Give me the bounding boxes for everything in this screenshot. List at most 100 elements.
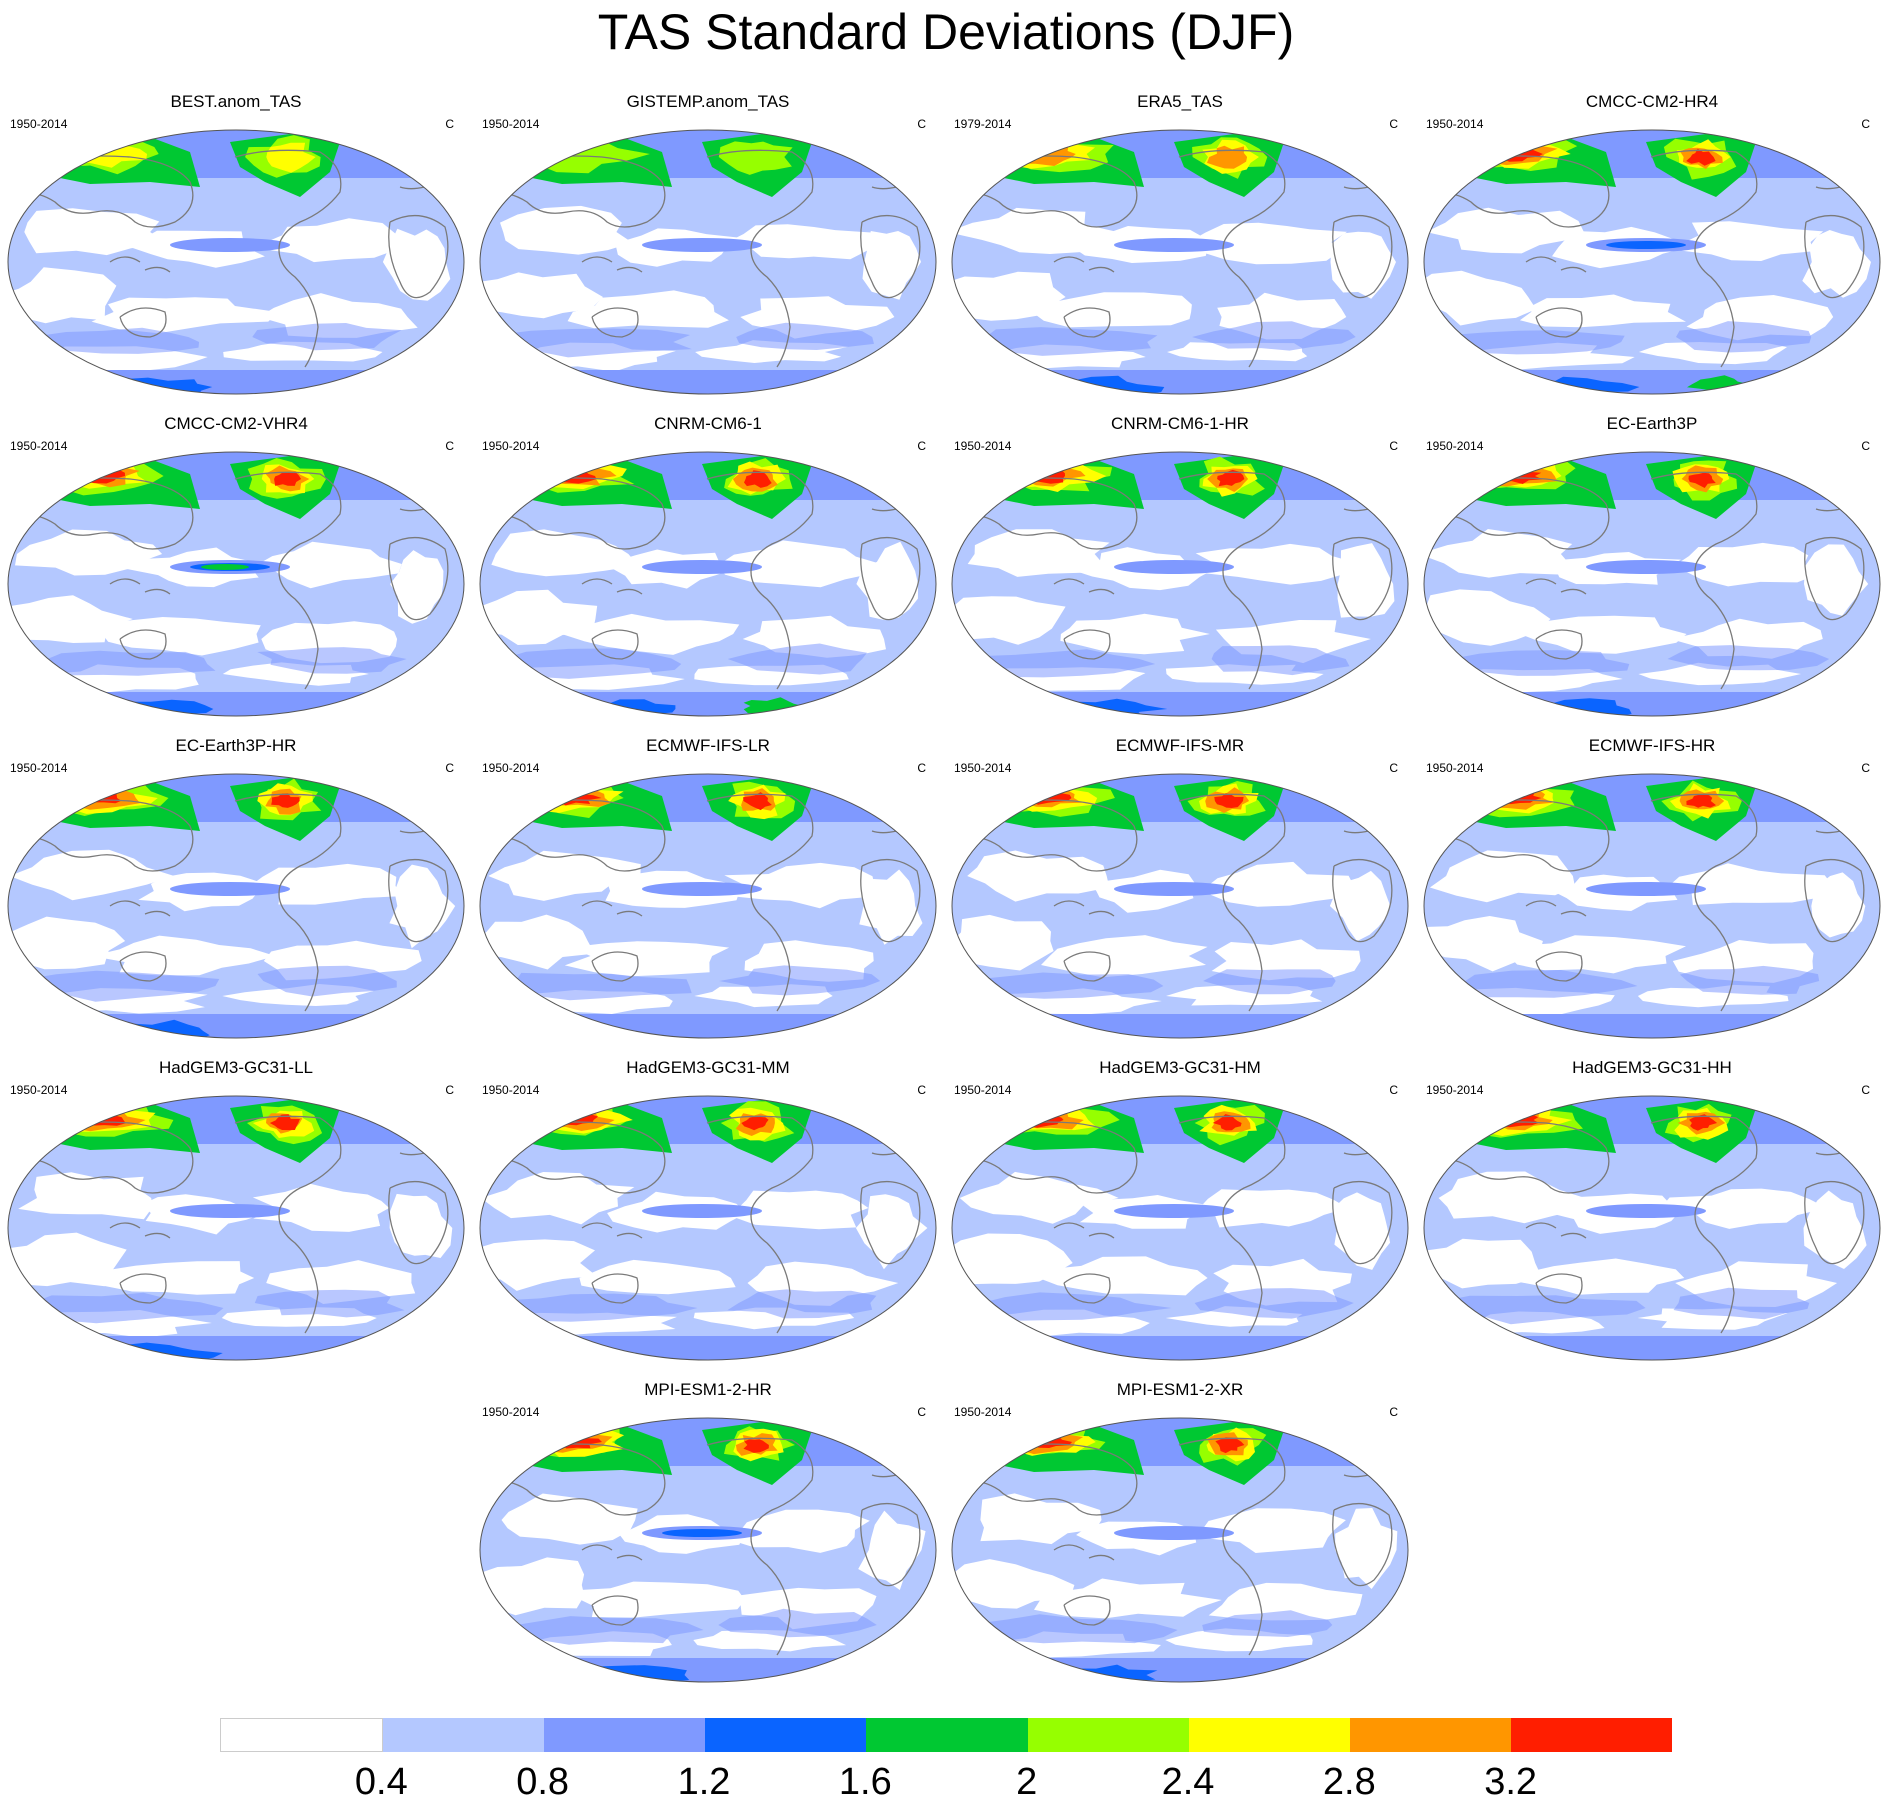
map-outline bbox=[951, 129, 1409, 395]
field-antarctic-base bbox=[1424, 1014, 1880, 1038]
field-europe-level bbox=[1821, 143, 1851, 157]
coastline-path bbox=[234, 149, 342, 368]
field-antarctic-base bbox=[1424, 692, 1880, 716]
field-low-region bbox=[1668, 863, 1833, 905]
panel-unit: C bbox=[1389, 761, 1398, 775]
field-low-region bbox=[389, 1193, 453, 1258]
panel-title: EC-Earth3P bbox=[1606, 414, 1698, 433]
field-low-region bbox=[579, 1259, 736, 1295]
map-field bbox=[952, 1418, 1408, 1682]
field-europe-green bbox=[1324, 132, 1404, 167]
colorbar-box bbox=[866, 1718, 1028, 1752]
panel-title: CMCC-CM2-VHR4 bbox=[164, 414, 308, 433]
field-low-region bbox=[952, 271, 1066, 321]
panel-title: BEST.anom_TAS bbox=[170, 92, 302, 111]
coastline-path bbox=[860, 859, 921, 943]
field-eurasia-level bbox=[1489, 1112, 1539, 1128]
map-field bbox=[480, 774, 936, 1038]
coastline-path bbox=[1535, 1273, 1583, 1304]
field-low-region bbox=[9, 849, 175, 901]
field-low-region bbox=[952, 596, 1066, 645]
panel-unit: C bbox=[445, 117, 454, 131]
field-europe-level bbox=[1813, 1105, 1861, 1127]
panel-period: 1950-2014 bbox=[1426, 117, 1484, 131]
coastline-path bbox=[1053, 578, 1115, 595]
coastline-path bbox=[1535, 307, 1583, 338]
field-antarctic-base bbox=[480, 1014, 936, 1038]
field-namerica-level bbox=[1214, 793, 1244, 808]
coastline-path bbox=[491, 477, 666, 550]
coastline-path bbox=[109, 256, 171, 273]
field-low-region bbox=[24, 208, 167, 256]
field-europe-level bbox=[870, 1427, 912, 1449]
coastline-path bbox=[1178, 793, 1286, 1012]
field-europe-level bbox=[401, 464, 435, 479]
coastline-path bbox=[581, 1544, 643, 1561]
field-low-region bbox=[80, 1261, 255, 1295]
field-eurasia-level bbox=[1013, 468, 1065, 484]
panel-unit: C bbox=[917, 439, 926, 453]
field-low-region bbox=[8, 595, 133, 643]
map-field bbox=[952, 130, 1408, 394]
coastline-path bbox=[19, 155, 194, 228]
field-namerica-level bbox=[741, 1116, 769, 1131]
field-europe-level bbox=[393, 461, 443, 484]
field-low-region bbox=[1424, 270, 1537, 326]
panel-unit: C bbox=[1861, 117, 1870, 131]
map-outline bbox=[1423, 1095, 1881, 1361]
field-eurasia-level bbox=[543, 468, 597, 484]
field-low-region bbox=[564, 941, 730, 977]
panel-title: CNRM-CM6-1 bbox=[654, 414, 762, 433]
field-eurasia-level bbox=[78, 790, 122, 804]
field-europe-level bbox=[880, 787, 908, 801]
panel-period: 1950-2014 bbox=[482, 761, 540, 775]
map-outline bbox=[1423, 773, 1881, 1039]
map-field bbox=[1424, 774, 1880, 1038]
field-europe-green bbox=[1324, 454, 1404, 489]
coastline-path bbox=[119, 629, 167, 660]
field-europe-green bbox=[1324, 776, 1404, 811]
field-midlat-region bbox=[1441, 970, 1638, 998]
field-midlat-region bbox=[1194, 1288, 1354, 1319]
field-namerica-level bbox=[274, 471, 302, 486]
coastline-path bbox=[591, 1273, 639, 1304]
field-tropical-band bbox=[642, 238, 762, 252]
field-europe-level bbox=[1822, 1108, 1852, 1124]
field-low-region bbox=[491, 529, 638, 577]
colorbar-box bbox=[544, 1718, 706, 1752]
field-namerica-level bbox=[1215, 1437, 1245, 1454]
coastline-path bbox=[1063, 307, 1111, 338]
map-field bbox=[1424, 1096, 1880, 1360]
map-outline bbox=[479, 129, 937, 395]
map-svg bbox=[7, 773, 465, 1039]
coastline-path bbox=[860, 1503, 921, 1587]
field-low-region bbox=[1032, 292, 1192, 328]
field-low-region bbox=[266, 218, 408, 263]
coastline-path bbox=[706, 149, 814, 368]
field-europe-level bbox=[1347, 144, 1376, 157]
field-europe-level bbox=[1346, 1428, 1387, 1447]
coastline-path bbox=[119, 307, 167, 338]
field-low-region bbox=[390, 550, 444, 624]
field-low-region bbox=[1041, 935, 1208, 978]
map-svg bbox=[1423, 129, 1881, 395]
field-midlat-region bbox=[1676, 321, 1812, 353]
panel-title: EC-Earth3P-HR bbox=[175, 736, 297, 755]
field-low-region bbox=[1034, 1578, 1222, 1619]
field-low-region bbox=[729, 1509, 870, 1553]
field-low-region bbox=[488, 850, 641, 901]
field-midlat-region bbox=[1667, 645, 1830, 671]
field-midlat-region bbox=[718, 1608, 877, 1638]
field-low-region bbox=[389, 864, 456, 949]
field-europe-level bbox=[870, 463, 914, 480]
field-low-region bbox=[480, 914, 595, 970]
field-europe-level bbox=[1822, 465, 1851, 480]
panel-unit: C bbox=[445, 761, 454, 775]
map-panel-grid: BEST.anom_TAS 1950-2014 C GISTEMP.anom_TAS 1… bbox=[7, 92, 1881, 1683]
colorbar-tick-label: 0.8 bbox=[516, 1761, 570, 1803]
coastline-path bbox=[1178, 149, 1286, 368]
colorbar-boxes bbox=[220, 1718, 1672, 1752]
field-tropical-band-core bbox=[662, 1529, 742, 1537]
field-europe-level bbox=[876, 1108, 908, 1124]
panel-unit: C bbox=[917, 117, 926, 131]
